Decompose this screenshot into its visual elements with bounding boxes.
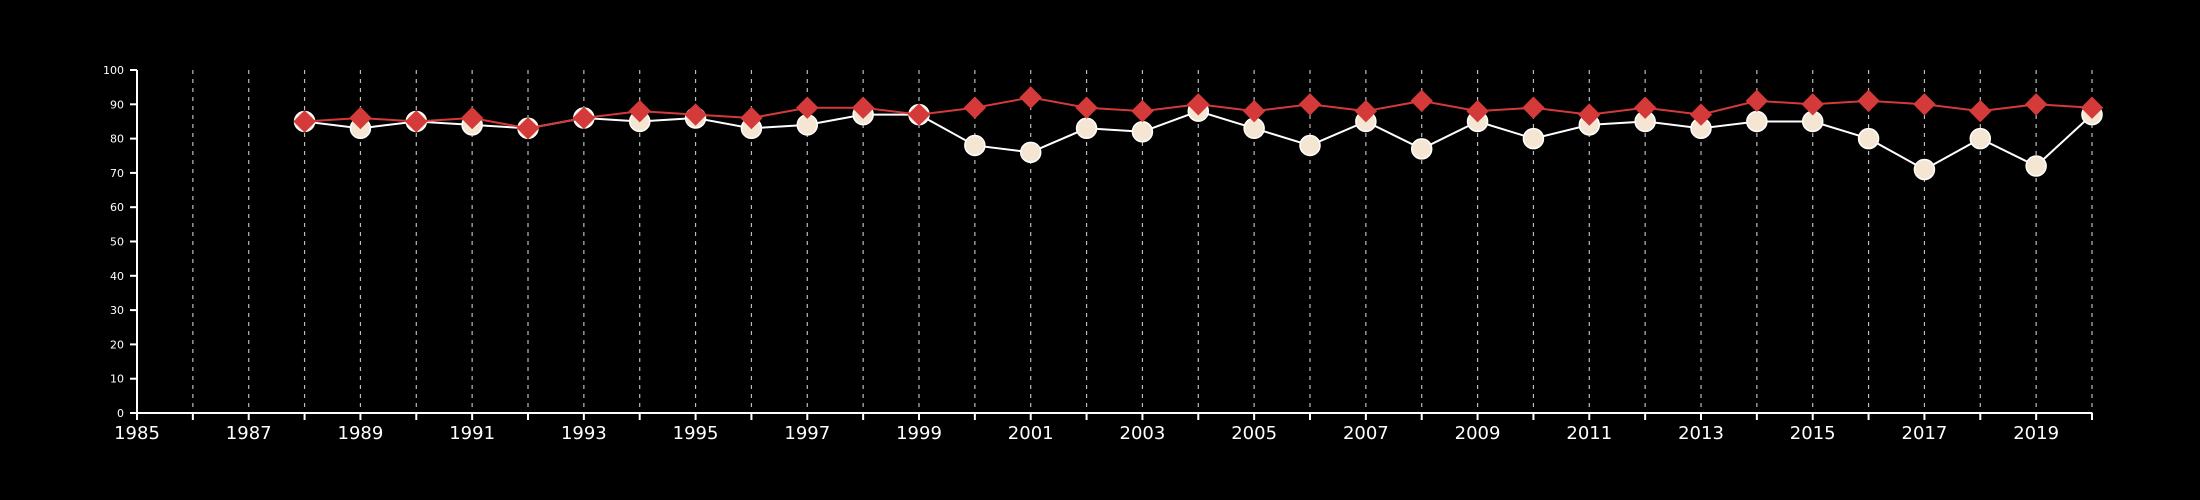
data-series	[293, 86, 2104, 181]
x-tick-label: 2017	[1902, 423, 1948, 444]
x-tick-label: 1989	[338, 423, 384, 444]
x-tick-label: 2013	[1678, 423, 1724, 444]
x-tick-label: 2009	[1455, 423, 1501, 444]
data-point	[1131, 99, 1154, 123]
series-2	[293, 86, 2104, 140]
y-tick-label: 10	[110, 373, 124, 386]
data-point	[1522, 127, 1545, 150]
data-point	[572, 106, 596, 130]
x-tick-label: 1993	[561, 423, 607, 444]
y-tick-label: 90	[110, 98, 124, 111]
x-tick-label: 2001	[1008, 423, 1054, 444]
data-point	[1019, 141, 1042, 164]
x-tick-label: 1999	[896, 423, 942, 444]
data-point	[1689, 103, 1713, 126]
data-point	[1522, 96, 1545, 119]
data-point	[963, 96, 987, 119]
data-point	[1969, 99, 1992, 123]
data-point	[2025, 155, 2047, 177]
data-point	[740, 106, 763, 130]
x-tick-label: 1991	[449, 423, 495, 444]
data-point	[1354, 99, 1378, 123]
y-tick-label: 70	[110, 167, 124, 180]
data-point	[1298, 93, 1322, 116]
data-point	[2024, 93, 2048, 116]
y-tick-label: 50	[110, 236, 124, 249]
data-point	[1857, 89, 1880, 113]
data-point	[1466, 99, 1489, 123]
data-point	[1410, 138, 1433, 160]
x-tick-label: 2005	[1231, 423, 1277, 444]
x-tick-label: 1995	[673, 423, 719, 444]
data-point	[907, 103, 931, 126]
data-point	[1299, 134, 1321, 157]
data-point	[1075, 117, 1098, 140]
y-tick-label: 0	[117, 407, 124, 420]
data-point	[1857, 127, 1880, 150]
data-point	[964, 134, 986, 157]
axes: 0 10 20 30 40 50 60 70 80 90 100 1985 1987 1989 1991 19…	[103, 64, 2093, 444]
x-tick-label: 2003	[1120, 423, 1166, 444]
data-point	[1019, 86, 1042, 109]
x-tick-label: 2019	[2013, 423, 2059, 444]
data-point	[1242, 99, 1266, 123]
x-tick-label: 2007	[1343, 423, 1389, 444]
data-point	[1187, 93, 1210, 116]
data-point	[293, 110, 316, 133]
y-tick-label: 30	[110, 304, 124, 317]
data-point	[405, 110, 428, 133]
x-tick-label: 1997	[784, 423, 830, 444]
data-point	[460, 106, 484, 130]
data-point	[516, 117, 540, 140]
data-point	[1633, 96, 1657, 119]
data-point	[628, 99, 651, 123]
y-tick-label: 20	[110, 338, 124, 351]
x-tick-label: 2011	[1566, 423, 1612, 444]
data-point	[1410, 89, 1433, 113]
data-point	[2080, 96, 2104, 119]
x-tick-label: 1985	[114, 423, 160, 444]
x-tick-label: 2015	[1790, 423, 1836, 444]
y-tick-label: 100	[103, 64, 124, 77]
y-tick-label: 40	[110, 270, 124, 283]
y-tick-label: 80	[110, 133, 124, 146]
data-point	[1801, 93, 1824, 116]
data-point	[1746, 110, 1768, 133]
data-point	[684, 103, 707, 126]
data-point	[796, 96, 819, 119]
data-point	[1913, 158, 1936, 181]
x-tick-label: 1987	[226, 423, 272, 444]
data-point	[1131, 120, 1154, 143]
data-point	[1745, 89, 1769, 113]
data-point	[1969, 127, 1992, 150]
data-point	[349, 106, 372, 130]
data-point	[1913, 93, 1936, 116]
data-point	[1075, 96, 1098, 119]
data-point	[851, 96, 875, 119]
data-point	[1578, 103, 1601, 126]
y-tick-label: 60	[110, 201, 124, 214]
